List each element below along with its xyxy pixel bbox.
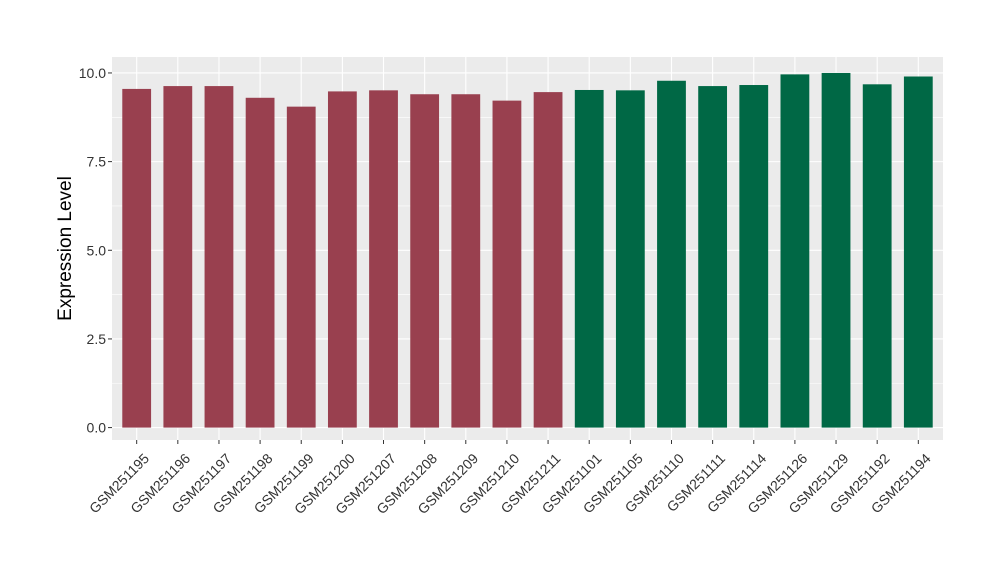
plot-panel xyxy=(112,57,943,440)
y-axis-label: Expression Level xyxy=(55,176,76,321)
bar-GSM251197 xyxy=(204,86,234,428)
bar-GSM251208 xyxy=(410,94,440,428)
bar-GSM251194 xyxy=(903,76,933,428)
y-tick-label: 7.5 xyxy=(87,154,107,170)
bar-GSM251129 xyxy=(821,72,851,428)
bar-GSM251199 xyxy=(286,106,316,428)
bar-GSM251192 xyxy=(862,84,892,428)
bar-GSM251114 xyxy=(739,85,769,428)
y-tick-label: 5.0 xyxy=(87,242,107,258)
bar-GSM251210 xyxy=(492,100,522,428)
y-tick-label: 10.0 xyxy=(79,65,106,81)
bar-GSM251207 xyxy=(369,90,398,428)
y-tick-label: 0.0 xyxy=(87,420,107,436)
bars xyxy=(122,72,933,428)
bar-GSM251195 xyxy=(122,88,152,428)
bar-GSM251126 xyxy=(780,74,810,428)
y-axis: 0.0 2.5 5.0 7.5 10.0 xyxy=(79,65,112,436)
bar-GSM251196 xyxy=(163,86,193,428)
bar-GSM251200 xyxy=(327,91,357,428)
bar-GSM251110 xyxy=(657,80,686,428)
bar-GSM251111 xyxy=(698,86,728,428)
bar-GSM251209 xyxy=(451,94,481,428)
x-axis: GSM251195GSM251196GSM251197GSM251198GSM2… xyxy=(86,440,934,517)
y-tick-label: 2.5 xyxy=(87,331,107,347)
bar-GSM251101 xyxy=(574,89,604,428)
bar-GSM251198 xyxy=(245,97,275,428)
bar-GSM251105 xyxy=(615,90,645,428)
bar-GSM251211 xyxy=(533,92,563,428)
